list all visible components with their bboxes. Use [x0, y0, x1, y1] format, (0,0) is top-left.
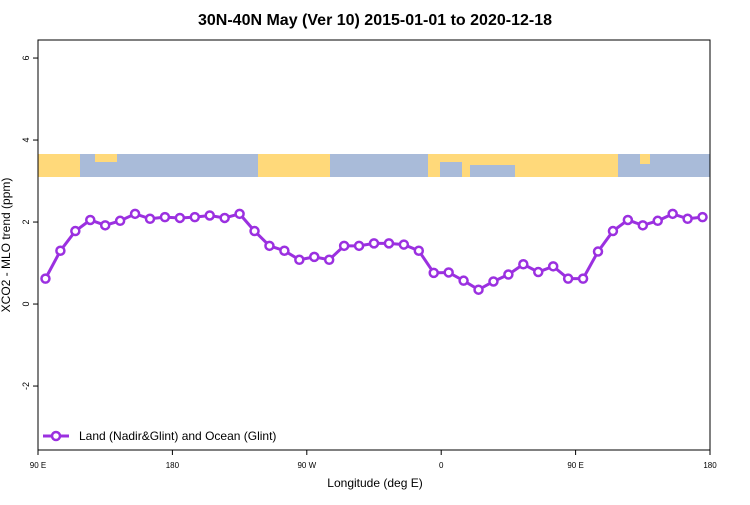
legend-marker [50, 430, 62, 442]
data-point [697, 211, 708, 223]
data-point [114, 215, 126, 227]
data-point [577, 273, 589, 284]
data-point [533, 266, 544, 278]
data-point [652, 215, 663, 227]
data-point [85, 214, 96, 226]
data-point [70, 225, 81, 237]
data-point [592, 246, 604, 257]
y-tick-label: -2 [21, 382, 31, 390]
y-tick-label: 2 [21, 220, 31, 225]
data-point [234, 208, 245, 220]
data-point [323, 254, 335, 266]
data-point [309, 251, 320, 263]
data-point [144, 213, 156, 225]
y-axis-label: XCO2 - MLO trend (ppm) [0, 178, 13, 313]
data-point [219, 212, 230, 224]
data-point [264, 240, 275, 252]
data-point [488, 276, 499, 287]
x-tick-label: 90 E [567, 461, 583, 470]
y-tick-label: 0 [21, 302, 31, 307]
data-point [413, 245, 425, 256]
data-point [503, 269, 514, 280]
data-point [458, 275, 469, 286]
chart-title: 30N-40N May (Ver 10) 2015-01-01 to 2020-… [198, 12, 552, 29]
data-point [518, 259, 529, 270]
data-point [159, 211, 171, 223]
data-point [249, 225, 260, 237]
series-line [44, 212, 703, 292]
data-point [294, 254, 305, 266]
data-point [189, 211, 201, 223]
data-point [383, 238, 395, 249]
data-point [368, 238, 380, 249]
legend-label: Land (Nadir&Glint) and Ocean (Glint) [79, 429, 276, 443]
data-point [667, 208, 678, 220]
data-point [129, 208, 141, 220]
x-tick-label: 0 [439, 461, 444, 470]
data-point [353, 240, 365, 252]
x-tick-label: 180 [166, 461, 180, 470]
y-tick-label: 6 [21, 56, 31, 61]
data-point [174, 212, 186, 224]
map-band [38, 154, 710, 177]
data-point [204, 210, 215, 221]
data-point [473, 284, 484, 295]
data-point [682, 213, 693, 225]
x-tick-label: 90 E [30, 461, 46, 470]
x-tick-label: 180 [703, 461, 717, 470]
data-point [398, 239, 410, 250]
data-point [443, 267, 454, 278]
data-point [428, 267, 439, 279]
y-tick-label: 4 [21, 138, 31, 143]
data-point [622, 214, 634, 226]
data-point [637, 220, 649, 231]
x-axis-label: Longitude (deg E) [327, 476, 422, 490]
x-tick-label: 90 W [297, 461, 316, 470]
data-point [338, 240, 350, 252]
data-point [562, 273, 574, 284]
data-point [607, 225, 619, 237]
data-point [55, 245, 66, 256]
plot-frame [37, 39, 711, 451]
data-point [279, 245, 290, 256]
data-point [40, 273, 51, 284]
data-point [547, 261, 559, 272]
data-point [99, 220, 111, 231]
